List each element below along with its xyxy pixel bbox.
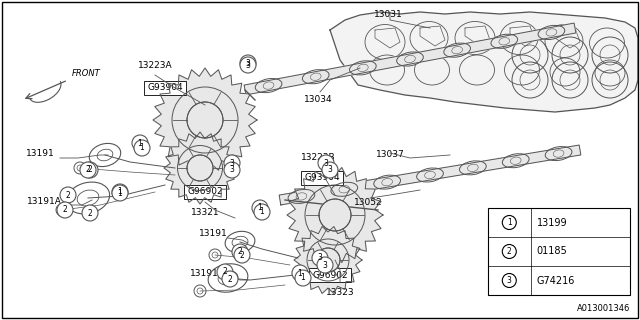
Circle shape: [502, 244, 516, 259]
Circle shape: [240, 57, 256, 73]
Polygon shape: [330, 12, 638, 112]
Circle shape: [60, 187, 76, 203]
Polygon shape: [244, 23, 576, 95]
Polygon shape: [287, 167, 383, 262]
Circle shape: [112, 184, 128, 200]
Text: 13034: 13034: [304, 95, 332, 104]
Text: 1: 1: [138, 139, 142, 148]
Text: 13223B: 13223B: [301, 153, 335, 162]
Text: 1: 1: [301, 274, 305, 283]
Text: 1: 1: [298, 268, 302, 277]
Text: 13191: 13191: [26, 148, 55, 157]
Text: 1: 1: [118, 188, 122, 196]
Text: 2: 2: [237, 247, 243, 257]
Circle shape: [112, 185, 128, 201]
Text: 2: 2: [228, 275, 232, 284]
Circle shape: [502, 274, 516, 287]
Text: 13191: 13191: [199, 228, 228, 237]
Circle shape: [319, 199, 351, 231]
Circle shape: [252, 200, 268, 216]
Polygon shape: [279, 145, 581, 205]
Bar: [488, 208, 630, 295]
Text: 2: 2: [63, 205, 67, 214]
Text: 2: 2: [86, 165, 90, 174]
Text: 13052: 13052: [354, 198, 382, 207]
Circle shape: [224, 162, 240, 178]
Text: A013001346: A013001346: [577, 304, 630, 313]
Circle shape: [80, 162, 96, 178]
Text: 1: 1: [260, 207, 264, 217]
Text: 3: 3: [230, 158, 234, 167]
Text: 13323: 13323: [326, 288, 355, 297]
Circle shape: [187, 155, 213, 181]
Text: 2: 2: [223, 268, 227, 276]
Circle shape: [292, 265, 308, 281]
Polygon shape: [294, 227, 362, 293]
Text: 2: 2: [88, 165, 92, 174]
Text: 13037: 13037: [376, 150, 404, 159]
Circle shape: [57, 202, 73, 218]
Circle shape: [234, 247, 250, 263]
Polygon shape: [164, 132, 236, 204]
Text: 1: 1: [258, 204, 262, 212]
Circle shape: [82, 205, 98, 221]
Text: 2: 2: [66, 190, 70, 199]
Circle shape: [217, 264, 233, 280]
Circle shape: [222, 271, 238, 287]
Text: 1: 1: [507, 218, 511, 227]
Text: 13191A: 13191A: [27, 197, 62, 206]
Text: 3: 3: [246, 60, 250, 69]
Text: 3: 3: [323, 260, 328, 269]
Circle shape: [295, 270, 311, 286]
Text: G74216: G74216: [536, 276, 575, 285]
Text: 3: 3: [230, 165, 234, 174]
Text: 13321: 13321: [191, 208, 220, 217]
Circle shape: [82, 162, 98, 178]
Circle shape: [322, 162, 338, 178]
Polygon shape: [153, 68, 257, 172]
Circle shape: [317, 257, 333, 273]
Text: 13223A: 13223A: [138, 61, 172, 70]
Text: 3: 3: [246, 59, 250, 68]
Circle shape: [224, 155, 240, 171]
Text: 3: 3: [324, 158, 328, 167]
Text: 13031: 13031: [374, 10, 403, 19]
Text: 1: 1: [118, 188, 122, 197]
Text: 2: 2: [239, 251, 244, 260]
Text: G93904: G93904: [147, 84, 183, 92]
Circle shape: [232, 244, 248, 260]
Text: 01185: 01185: [536, 246, 567, 257]
Text: 3: 3: [328, 165, 332, 174]
Text: FRONT: FRONT: [72, 69, 100, 78]
Circle shape: [132, 135, 148, 151]
Circle shape: [187, 102, 223, 138]
Circle shape: [502, 215, 516, 229]
Text: 13191A: 13191A: [190, 268, 225, 277]
Text: 3: 3: [317, 253, 323, 262]
Circle shape: [240, 55, 256, 71]
Text: 3: 3: [507, 276, 512, 285]
Text: 2: 2: [507, 247, 511, 256]
Circle shape: [318, 155, 334, 171]
Circle shape: [254, 204, 270, 220]
Text: G93904: G93904: [304, 173, 340, 182]
Circle shape: [134, 140, 150, 156]
Text: 1: 1: [140, 143, 145, 153]
Text: G96902: G96902: [187, 188, 223, 196]
Circle shape: [312, 250, 328, 266]
Circle shape: [316, 248, 340, 272]
Text: G96902: G96902: [312, 270, 348, 279]
Text: 2: 2: [88, 209, 92, 218]
Text: 13199: 13199: [536, 218, 567, 228]
